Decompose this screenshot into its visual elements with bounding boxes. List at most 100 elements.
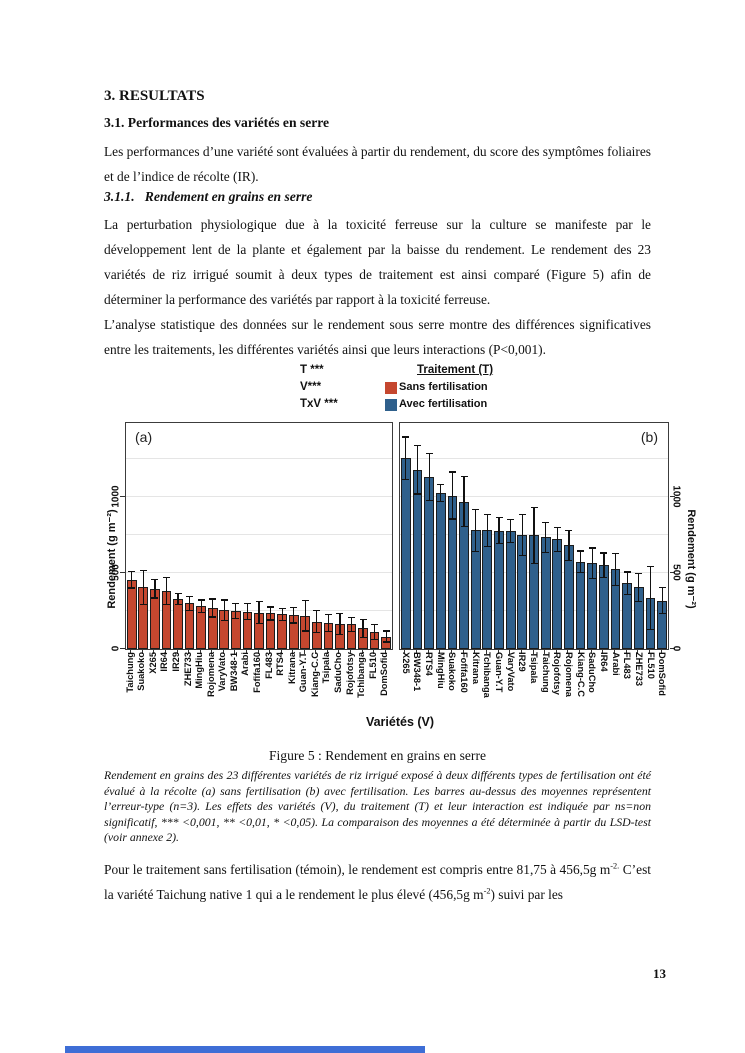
x-tick-label: Kiang-C.C (309, 652, 320, 697)
error-bar-cap (243, 603, 251, 605)
error-bar (165, 577, 168, 605)
x-tick-label: Kiang-C.C (575, 652, 586, 697)
x-tick (303, 649, 305, 654)
error-bar-cap (324, 613, 332, 615)
legend-title: Traitement (T) (417, 364, 494, 376)
stat-interaction: TxV *** (300, 398, 338, 410)
error-bar (440, 484, 442, 502)
error-bar-cap (267, 606, 275, 608)
horizontal-scrollbar-thumb[interactable] (65, 1046, 425, 1053)
x-tick-label: Fofifa160 (252, 652, 262, 693)
x-tick (415, 649, 417, 654)
x-tick (130, 649, 132, 654)
error-bar (475, 509, 477, 552)
figure-chart: Rendement (g m⁻²) (a) (b) Rendement (g m… (100, 414, 700, 744)
error-bar-cap (577, 550, 585, 552)
x-tick (257, 649, 259, 654)
x-tick-label: Suakoko (447, 652, 458, 691)
error-bar (580, 550, 582, 573)
x-tick-label: Suakoko (136, 652, 147, 691)
error-bar (626, 571, 628, 595)
x-tick (602, 649, 604, 654)
error-bar-cap (658, 613, 666, 615)
error-bar (510, 519, 512, 543)
error-bar-cap (588, 547, 596, 549)
error-bar-cap (301, 630, 309, 632)
gridline (126, 572, 392, 574)
error-bar-cap (565, 559, 573, 562)
error-bar (568, 530, 570, 561)
x-tick-label: Rojofotsy (552, 652, 563, 695)
error-bar-cap (460, 526, 468, 528)
y-tick-label: 1000 (110, 484, 122, 508)
error-bar (235, 603, 237, 619)
error-bar (189, 596, 191, 611)
x-tick-label: Tchibanga (482, 652, 493, 698)
error-bar-cap (278, 607, 286, 609)
bar (126, 579, 137, 649)
legend-item-sans-fertilisation: Sans fertilisation (385, 379, 493, 396)
bar (435, 493, 446, 649)
error-bar-cap (460, 475, 468, 478)
x-tick-label: Rojomena (205, 652, 216, 697)
y-tick (670, 495, 675, 497)
error-bar-cap (542, 521, 550, 523)
x-tick (427, 649, 429, 654)
error-bar-cap (588, 577, 596, 579)
x-tick (338, 649, 340, 654)
x-tick-label: SaduCho (587, 652, 598, 693)
x-tick (245, 649, 247, 654)
error-bar-cap (483, 545, 491, 548)
y-axis-label-right: Rendement (g m⁻²) (685, 509, 697, 609)
x-tick-label: SaduCho (332, 652, 343, 693)
error-bar-cap (425, 453, 433, 455)
x-tick (520, 649, 522, 654)
legend-label: Sans fertilisation (399, 381, 488, 393)
error-bar-cap (472, 508, 480, 510)
error-bar-cap (348, 631, 356, 633)
bar (494, 530, 504, 649)
x-tick-label: Guan-Y.T (298, 652, 309, 693)
x-tick (649, 649, 651, 654)
chart-panel-b: (b) (399, 422, 669, 650)
x-tick-label: Taichung (540, 652, 551, 693)
error-bar-cap (448, 518, 456, 520)
x-tick-label: Tsipala (529, 652, 539, 684)
error-bar-cap (623, 571, 631, 573)
error-bar (350, 617, 353, 632)
figure-5: T *** V*** TxV *** Traitement (T) Sans f… (104, 362, 697, 846)
error-bar (269, 606, 272, 620)
figure-note: Rendement en grains des 23 différentes v… (104, 768, 651, 845)
error-bar-cap (209, 598, 217, 600)
error-bar (486, 514, 488, 547)
x-tick (544, 649, 546, 654)
error-bar-cap (577, 571, 585, 573)
error-bar-cap (232, 617, 240, 619)
error-bar-cap (382, 630, 390, 632)
error-bar-cap (371, 638, 379, 640)
subsection-heading: 3.1. Performances des variétés en serre (104, 115, 330, 130)
x-tick (199, 649, 201, 654)
error-bar-cap (162, 576, 170, 578)
x-tick (280, 649, 282, 654)
error-bar (212, 599, 214, 617)
error-bar-cap (507, 519, 515, 521)
bar (552, 539, 563, 649)
x-tick (176, 649, 178, 654)
x-tick-label: VaryVato (505, 652, 516, 692)
error-bar-cap (267, 619, 275, 621)
error-bar-cap (359, 636, 367, 639)
error-bar (603, 552, 605, 578)
x-tick (567, 649, 569, 654)
error-bar-cap (232, 602, 240, 604)
bar (482, 530, 493, 649)
x-tick-label: Fofifa160 (459, 652, 470, 693)
error-bar-cap (128, 587, 136, 589)
x-tick (292, 649, 294, 654)
x-axis-label: Variétés (V) (365, 715, 435, 729)
figure-caption: Figure 5 : Rendement en grains en serre (268, 748, 487, 763)
error-bar (463, 476, 465, 527)
error-bar-cap (553, 550, 561, 553)
error-bar (498, 517, 500, 544)
error-bar (362, 619, 364, 638)
